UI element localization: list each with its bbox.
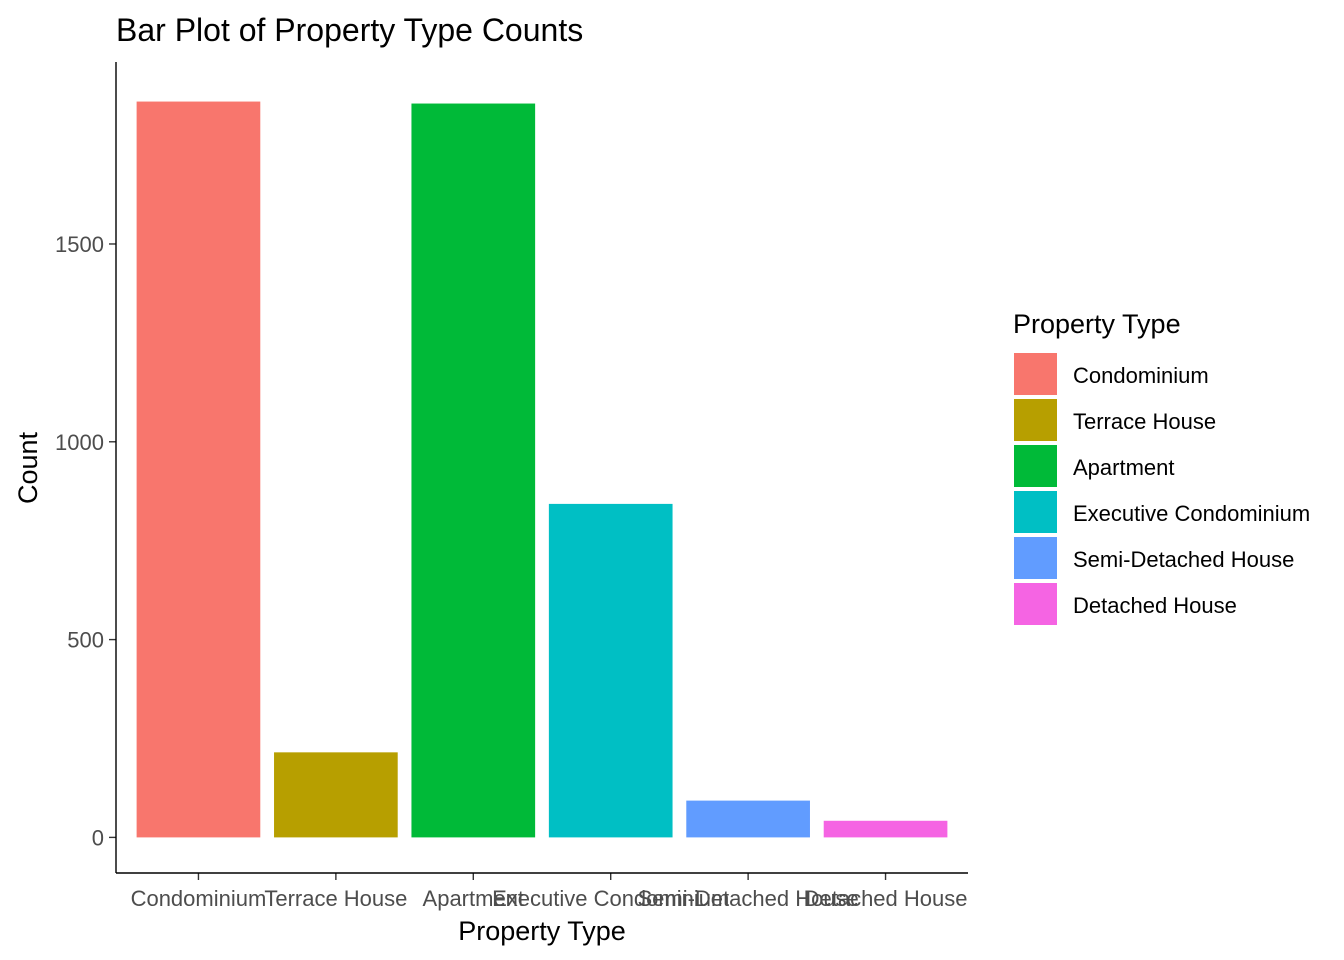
legend-key-swatch <box>1014 491 1057 533</box>
bars-group <box>136 101 948 838</box>
legend-label: Condominium <box>1073 363 1209 388</box>
x-tick-label: Apartment <box>423 886 525 911</box>
y-tick-label: 1500 <box>55 232 104 257</box>
legend-key-swatch <box>1014 445 1057 487</box>
y-tick-label: 1000 <box>55 430 104 455</box>
legend-key-swatch <box>1014 537 1057 579</box>
legend-label: Detached House <box>1073 593 1237 618</box>
legend-key-swatch <box>1014 399 1057 441</box>
x-tick-label: Semi-Detached House <box>637 886 858 911</box>
legend-label: Terrace House <box>1073 409 1216 434</box>
y-axis-ticks: 0 500 1000 1500 <box>55 232 116 850</box>
chart-title: Bar Plot of Property Type Counts <box>116 12 583 48</box>
y-axis-title: Count <box>13 431 43 504</box>
legend-label: Executive Condominium <box>1073 501 1310 526</box>
legend-title: Property Type <box>1013 309 1181 339</box>
legend-label: Semi-Detached House <box>1073 547 1294 572</box>
bar-apartment <box>411 103 536 838</box>
legend-label: Apartment <box>1073 455 1175 480</box>
bar-semi-detached-house <box>686 800 810 838</box>
legend-key-swatch <box>1014 583 1057 625</box>
x-axis-title: Property Type <box>458 916 626 946</box>
legend-key-swatch <box>1014 353 1057 395</box>
y-tick-label: 500 <box>67 628 104 653</box>
bar-detached-house <box>823 820 948 838</box>
x-tick-label: Terrace House <box>264 886 407 911</box>
y-tick-label: 0 <box>92 825 104 850</box>
x-tick-label: Detached House <box>804 886 968 911</box>
x-tick-label: Condominium <box>131 886 267 911</box>
legend: Condominium Terrace House Apartment Executi… <box>1014 353 1310 625</box>
bar-executive-condominium <box>548 503 673 838</box>
bar-terrace-house <box>274 752 398 838</box>
x-tick-label: Executive Condominium <box>492 886 729 911</box>
bar-condominium <box>136 101 261 838</box>
